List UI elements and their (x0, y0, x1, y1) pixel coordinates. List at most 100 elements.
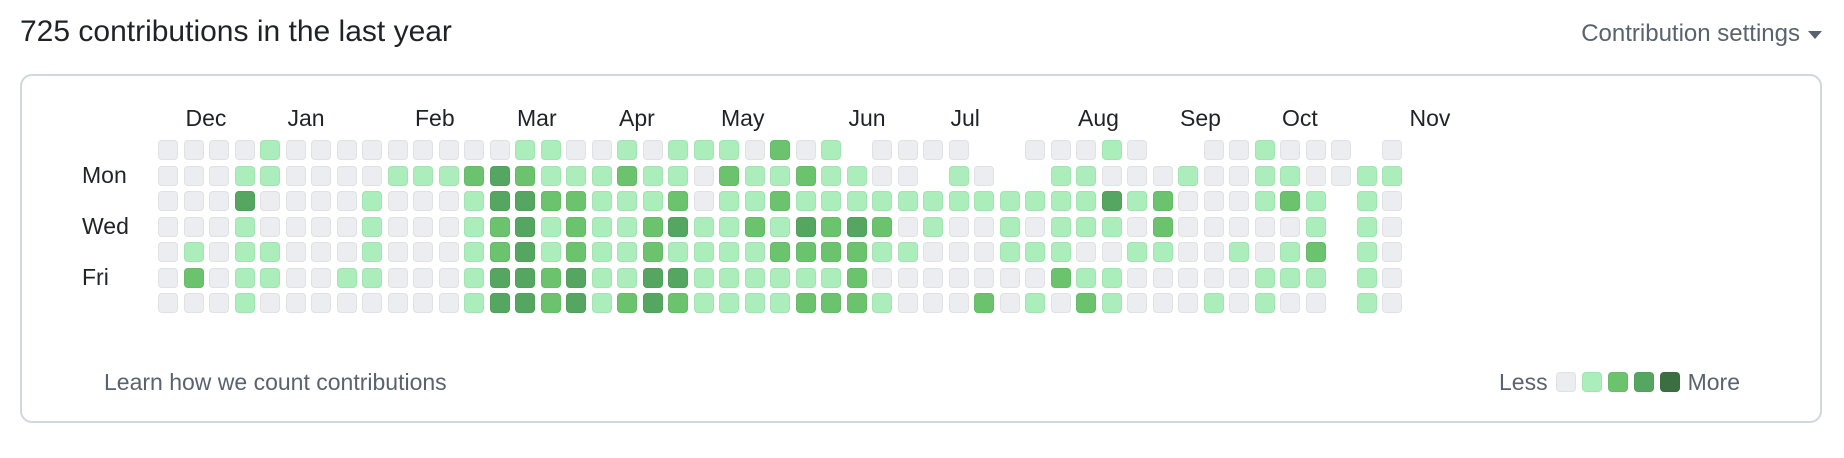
contribution-day-cell[interactable] (438, 140, 459, 160)
contribution-day-cell[interactable] (923, 191, 943, 211)
contribution-day-cell[interactable] (183, 267, 204, 288)
contribution-day-cell[interactable] (362, 242, 382, 262)
contribution-day-cell[interactable] (489, 191, 510, 211)
contribution-day-cell[interactable] (311, 191, 331, 211)
contribution-day-cell[interactable] (795, 140, 816, 160)
contribution-day-cell[interactable] (1025, 216, 1045, 237)
contribution-day-cell[interactable] (515, 216, 535, 237)
contribution-day-cell[interactable] (464, 216, 484, 237)
contribution-day-cell[interactable] (1203, 165, 1224, 186)
contribution-day-cell[interactable] (1127, 165, 1147, 186)
contribution-day-cell[interactable] (974, 165, 994, 186)
contribution-day-cell[interactable] (872, 191, 892, 211)
contribution-day-cell[interactable] (642, 165, 663, 186)
contribution-day-cell[interactable] (1382, 216, 1402, 237)
contribution-day-cell[interactable] (693, 216, 714, 237)
contribution-day-cell[interactable] (591, 140, 612, 160)
contribution-day-cell[interactable] (234, 293, 255, 313)
contribution-day-cell[interactable] (897, 267, 918, 288)
contribution-day-cell[interactable] (897, 165, 918, 186)
contribution-day-cell[interactable] (540, 293, 561, 313)
contribution-day-cell[interactable] (1280, 140, 1300, 160)
contribution-day-cell[interactable] (209, 191, 229, 211)
contribution-day-cell[interactable] (591, 165, 612, 186)
contribution-day-cell[interactable] (1050, 293, 1071, 313)
contribution-day-cell[interactable] (158, 242, 178, 262)
contribution-day-cell[interactable] (1127, 216, 1147, 237)
contribution-day-cell[interactable] (387, 242, 408, 262)
contribution-day-cell[interactable] (974, 293, 994, 313)
contribution-day-cell[interactable] (923, 293, 943, 313)
contribution-day-cell[interactable] (1178, 191, 1198, 211)
contribution-day-cell[interactable] (846, 242, 867, 262)
contribution-day-cell[interactable] (1050, 267, 1071, 288)
contribution-day-cell[interactable] (897, 216, 918, 237)
contribution-day-cell[interactable] (974, 267, 994, 288)
contribution-day-cell[interactable] (362, 165, 382, 186)
contribution-day-cell[interactable] (413, 140, 433, 160)
contribution-day-cell[interactable] (1280, 216, 1300, 237)
contribution-day-cell[interactable] (336, 165, 357, 186)
contribution-day-cell[interactable] (464, 267, 484, 288)
contribution-day-cell[interactable] (1229, 191, 1249, 211)
contribution-day-cell[interactable] (336, 242, 357, 262)
contribution-day-cell[interactable] (285, 140, 306, 160)
contribution-day-cell[interactable] (260, 140, 280, 160)
contribution-day-cell[interactable] (1101, 242, 1122, 262)
contribution-day-cell[interactable] (1382, 165, 1402, 186)
contribution-day-cell[interactable] (1305, 165, 1326, 186)
contribution-day-cell[interactable] (1076, 267, 1096, 288)
contribution-day-cell[interactable] (1050, 216, 1071, 237)
contribution-day-cell[interactable] (1025, 191, 1045, 211)
contribution-day-cell[interactable] (464, 140, 484, 160)
contribution-day-cell[interactable] (1203, 191, 1224, 211)
contribution-day-cell[interactable] (1076, 140, 1096, 160)
contribution-day-cell[interactable] (489, 140, 510, 160)
contribution-day-cell[interactable] (1280, 267, 1300, 288)
contribution-day-cell[interactable] (515, 140, 535, 160)
contribution-day-cell[interactable] (693, 191, 714, 211)
contribution-day-cell[interactable] (770, 267, 790, 288)
contribution-day-cell[interactable] (642, 293, 663, 313)
contribution-day-cell[interactable] (209, 216, 229, 237)
contribution-day-cell[interactable] (1152, 267, 1173, 288)
contribution-day-cell[interactable] (1152, 165, 1173, 186)
contribution-day-cell[interactable] (642, 242, 663, 262)
contribution-day-cell[interactable] (1203, 293, 1224, 313)
contribution-day-cell[interactable] (464, 165, 484, 186)
contribution-day-cell[interactable] (413, 293, 433, 313)
contribution-day-cell[interactable] (158, 165, 178, 186)
contribution-day-cell[interactable] (1050, 242, 1071, 262)
contribution-day-cell[interactable] (260, 267, 280, 288)
contribution-day-cell[interactable] (719, 242, 739, 262)
contribution-day-cell[interactable] (362, 267, 382, 288)
contribution-day-cell[interactable] (1025, 140, 1045, 160)
learn-how-we-count-link[interactable]: Learn how we count contributions (104, 369, 447, 395)
contribution-day-cell[interactable] (1076, 293, 1096, 313)
contribution-day-cell[interactable] (336, 216, 357, 237)
contribution-day-cell[interactable] (234, 242, 255, 262)
contribution-day-cell[interactable] (438, 293, 459, 313)
contribution-day-cell[interactable] (999, 293, 1020, 313)
contribution-day-cell[interactable] (1331, 140, 1351, 160)
contribution-day-cell[interactable] (846, 165, 867, 186)
contribution-day-cell[interactable] (821, 191, 841, 211)
contribution-day-cell[interactable] (1254, 267, 1275, 288)
contribution-day-cell[interactable] (1127, 191, 1147, 211)
contribution-day-cell[interactable] (948, 267, 969, 288)
contribution-day-cell[interactable] (489, 242, 510, 262)
contribution-day-cell[interactable] (1076, 191, 1096, 211)
contribution-day-cell[interactable] (617, 140, 637, 160)
contribution-day-cell[interactable] (464, 242, 484, 262)
contribution-day-cell[interactable] (566, 293, 586, 313)
contribution-day-cell[interactable] (948, 293, 969, 313)
contribution-day-cell[interactable] (872, 267, 892, 288)
contribution-day-cell[interactable] (285, 293, 306, 313)
contribution-day-cell[interactable] (1203, 267, 1224, 288)
contribution-day-cell[interactable] (183, 293, 204, 313)
contribution-day-cell[interactable] (591, 191, 612, 211)
contribution-day-cell[interactable] (1229, 165, 1249, 186)
contribution-day-cell[interactable] (285, 242, 306, 262)
contribution-day-cell[interactable] (1382, 293, 1402, 313)
contribution-day-cell[interactable] (923, 140, 943, 160)
